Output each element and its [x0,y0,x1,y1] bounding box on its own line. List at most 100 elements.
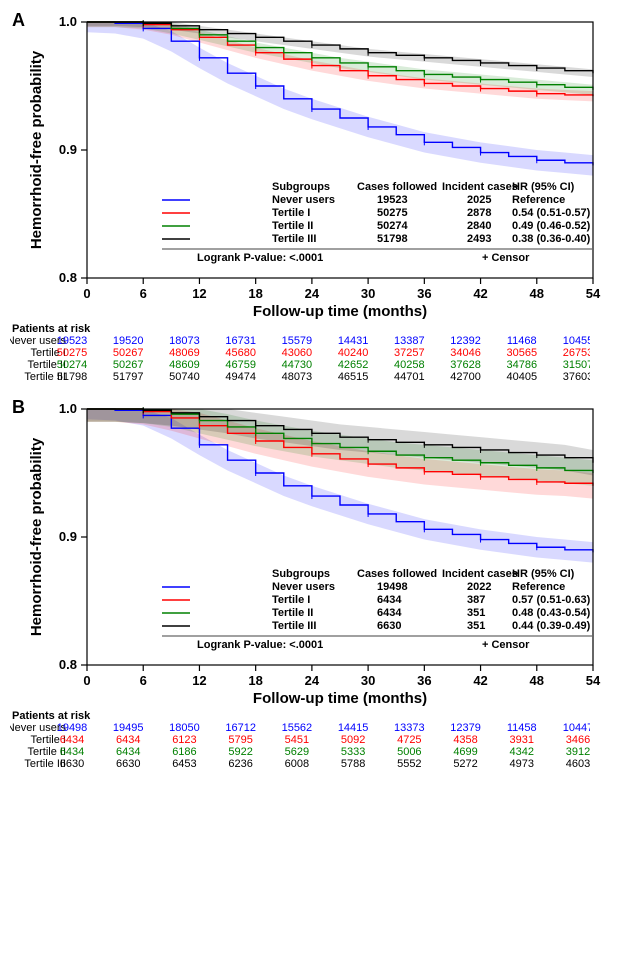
legend-incident: 2493 [467,233,491,245]
xtick-label: 42 [473,673,487,688]
risk-value: 42700 [450,371,481,383]
ytick-label: 1.0 [59,401,77,416]
risk-value: 15579 [282,335,313,347]
risk-value: 4342 [510,746,534,758]
legend-incident: 351 [467,607,485,619]
xtick-label: 48 [530,673,544,688]
legend-header: Subgroups [272,568,330,580]
km-plot-panelA: 0.80.91.0061218243036424854Follow-up tim… [25,10,605,320]
risk-value: 3912 [566,746,590,758]
risk-value: 6630 [116,758,140,770]
legend-hr: Reference [512,581,565,593]
y-axis-label: Hemorrhoid-free probability [28,437,45,636]
xtick-label: 24 [305,673,320,688]
xtick-label: 6 [140,673,147,688]
legend-cases: 50274 [377,220,408,232]
risk-value: 13387 [394,335,425,347]
risk-value: 14431 [338,335,369,347]
risk-value: 6434 [116,746,140,758]
legend-hr: 0.38 (0.36-0.40) [512,233,591,245]
xtick-label: 30 [361,673,375,688]
risk-value: 3931 [510,734,534,746]
legend-name: Tertile III [272,620,316,632]
risk-value: 31507 [563,359,590,371]
legend-cases: 51798 [377,233,408,245]
risk-value: 40258 [394,359,425,371]
legend-name: Tertile I [272,207,310,219]
risk-value: 48069 [169,347,200,359]
legend-cases: 6630 [377,620,401,632]
risk-value: 5788 [341,758,365,770]
risk-value: 40240 [338,347,369,359]
legend-incident: 2878 [467,207,491,219]
risk-value: 5629 [285,746,309,758]
legend-header: HR (95% CI) [512,568,575,580]
y-axis-label: Hemorrhoid-free probability [28,50,45,249]
risk-table-panelB: Patients at riskNever users1949819495180… [10,707,590,779]
risk-value: 50267 [113,359,144,371]
ytick-label: 0.8 [59,270,77,285]
legend-logrank: Logrank P-value: <.0001 [197,639,323,651]
risk-value: 11468 [507,335,537,347]
risk-value: 50267 [113,347,144,359]
legend-incident: 2022 [467,581,491,593]
xtick-label: 0 [83,673,90,688]
legend-cases: 19523 [377,194,408,206]
legend-cases: 6434 [377,607,402,619]
risk-value: 6186 [172,746,196,758]
risk-value: 11458 [507,722,537,734]
risk-value: 40405 [506,371,537,383]
risk-value: 5795 [228,734,252,746]
risk-value: 37257 [394,347,425,359]
risk-value: 5272 [453,758,477,770]
risk-value: 4699 [453,746,477,758]
risk-value: 16731 [225,335,256,347]
xtick-label: 42 [473,286,487,301]
risk-value: 16712 [225,722,256,734]
risk-value: 50274 [57,359,88,371]
risk-value: 19520 [113,335,144,347]
risk-value: 5333 [341,746,365,758]
legend-header: Cases followed [357,568,437,580]
risk-value: 6236 [228,758,252,770]
ytick-label: 1.0 [59,14,77,29]
risk-value: 10455 [563,335,590,347]
legend-incident: 2840 [467,220,491,232]
risk-value: 18073 [169,335,200,347]
risk-value: 6434 [116,734,140,746]
legend-hr: Reference [512,194,565,206]
risk-value: 51798 [57,371,88,383]
risk-value: 19498 [57,722,88,734]
risk-value: 4973 [510,758,534,770]
risk-value: 34786 [506,359,537,371]
risk-value: 4603 [566,758,590,770]
legend-name: Tertile I [272,594,310,606]
legend-header: HR (95% CI) [512,181,575,193]
x-axis-label: Follow-up time (months) [253,303,427,320]
legend-cases: 50275 [377,207,408,219]
legend-incident: 351 [467,620,485,632]
risk-value: 12392 [450,335,481,347]
risk-value: 44730 [282,359,313,371]
xtick-label: 30 [361,286,375,301]
legend-hr: 0.44 (0.39-0.49) [512,620,591,632]
risk-table-panelA: Patients at riskNever users1952319520180… [10,320,590,392]
xtick-label: 0 [83,286,90,301]
risk-value: 19495 [113,722,144,734]
risk-value: 37628 [450,359,481,371]
risk-value: 50275 [57,347,88,359]
risk-value: 5092 [341,734,365,746]
risk-value: 10447 [563,722,590,734]
km-plot-panelB: 0.80.91.0061218243036424854Follow-up tim… [25,397,605,707]
ytick-label: 0.9 [59,142,77,157]
panel-label: A [12,10,25,31]
legend-name: Tertile II [272,220,313,232]
risk-value: 51797 [113,371,144,383]
panel-panelB: B 0.80.91.0061218243036424854Follow-up t… [10,397,614,779]
risk-value: 4725 [397,734,421,746]
legend-censor: + Censor [482,252,530,264]
risk-value: 50740 [169,371,200,383]
risk-value: 5451 [285,734,309,746]
xtick-label: 24 [305,286,320,301]
risk-value: 46515 [338,371,369,383]
